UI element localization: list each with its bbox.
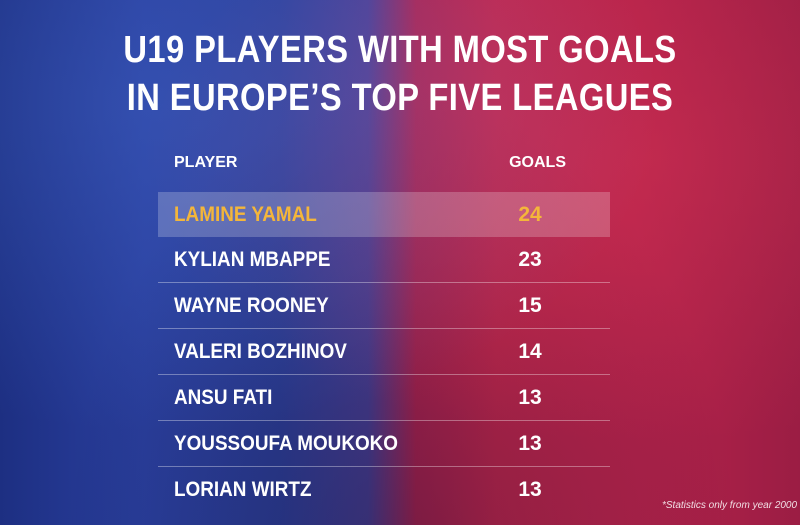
goals-value: 13	[518, 432, 542, 455]
goals-value: 24	[518, 203, 542, 226]
table-header: PLAYER GOALS	[158, 150, 610, 178]
table-row: ANSU FATI 13	[158, 375, 610, 421]
title-line-2: IN EUROPE’S TOP FIVE LEAGUES	[126, 77, 674, 119]
player-name: KYLIAN MBAPPE	[174, 248, 331, 271]
goals-value: 15	[518, 294, 542, 317]
table-row: KYLIAN MBAPPE 23	[158, 237, 610, 283]
player-name: WAYNE ROONEY	[174, 294, 329, 317]
player-name: LAMINE YAMAL	[174, 203, 317, 226]
goals-value: 14	[518, 340, 542, 363]
table-row: WAYNE ROONEY 15	[158, 283, 610, 329]
header-goals: GOALS	[509, 154, 566, 171]
goals-value: 13	[518, 386, 542, 409]
table-row: LORIAN WIRTZ 13	[158, 467, 610, 512]
goals-table: PLAYER GOALS LAMINE YAMAL 24 KYLIAN MBAPPE…	[158, 150, 610, 512]
header-player: PLAYER	[174, 154, 238, 171]
title-line-1: U19 PLAYERS WITH MOST GOALS	[123, 29, 677, 71]
player-name: VALERI BOZHINOV	[174, 340, 347, 363]
table-row-highlighted: LAMINE YAMAL 24	[158, 192, 610, 237]
player-name: ANSU FATI	[174, 386, 273, 409]
goals-value: 13	[518, 478, 542, 501]
table-body: LAMINE YAMAL 24 KYLIAN MBAPPE 23 WAYNE ROONE…	[158, 192, 610, 512]
table-row: YOUSSOUFA MOUKOKO 13	[158, 421, 610, 467]
footnote: *Statistics only from year 2000	[662, 500, 798, 511]
table-row: VALERI BOZHINOV 14	[158, 329, 610, 375]
goals-value: 23	[518, 248, 542, 271]
player-name: YOUSSOUFA MOUKOKO	[174, 432, 399, 455]
player-name: LORIAN WIRTZ	[174, 478, 312, 501]
page-title: U19 PLAYERS WITH MOST GOALS IN EUROPE’S …	[56, 26, 744, 122]
